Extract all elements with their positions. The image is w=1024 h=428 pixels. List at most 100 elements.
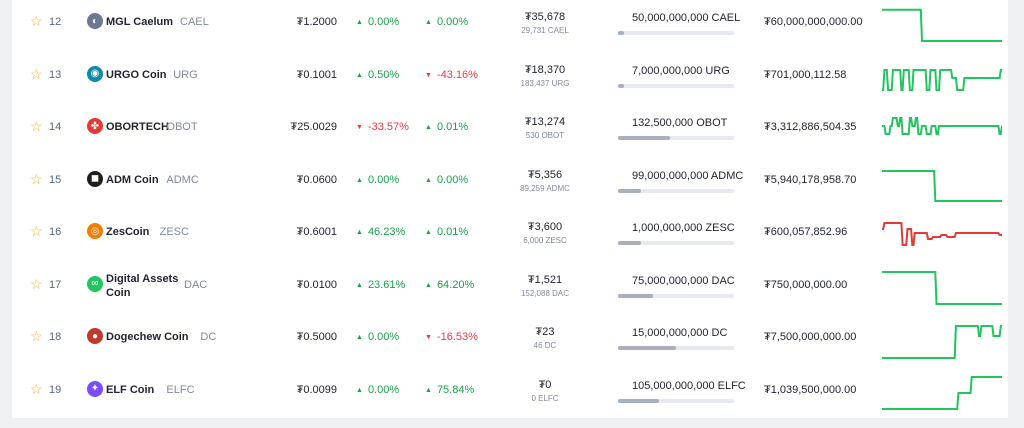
rank: 17 (49, 278, 62, 291)
arrow-up-icon: ▲ (356, 176, 363, 184)
table-row[interactable]: ☆ 13 ◉ URGO Coin URG ₮0.1001 ▲ 0.50% ▼ -43… (12, 52, 1008, 104)
elf-coin-logo-icon: ✦ (87, 380, 103, 397)
supply-bar (618, 293, 734, 298)
volume: ₮13,274 (524, 116, 566, 128)
arrow-up-icon: ▲ (356, 71, 363, 79)
coin-symbol: URG (173, 68, 198, 81)
supply-bar-fill (618, 136, 671, 140)
change-value: 64.20% (436, 278, 475, 291)
volume-sub: 0 ELFC (531, 393, 559, 403)
supply-bar (618, 346, 734, 350)
coin-price: ₮0.0600 (296, 173, 337, 186)
arrow-up-icon: ▲ (425, 124, 432, 131)
market-cap: ₮750,000,000.00 (764, 278, 848, 291)
star-icon[interactable]: ☆ (30, 223, 43, 239)
supply-bar-fill (618, 398, 659, 403)
change-2: ▲ 0.01% (425, 121, 468, 133)
arrow-up-icon: ▲ (356, 281, 363, 289)
circulating-supply: 50,000,000,000 CAEL (632, 12, 741, 24)
table-row[interactable]: ☆ 16 ◎ ZesCoin ZESC ₮0.6001 ▲ 46.23% ▲ 0.0… (12, 209, 1008, 261)
change-value: 0.00% (436, 173, 469, 186)
volume-sub: 530 OBOT (525, 131, 565, 140)
sparkline-line (882, 375, 1002, 410)
coin-name[interactable]: MGL Caelum (106, 16, 174, 28)
coin-name[interactable]: URGO Coin (106, 68, 167, 81)
coin-price: ₮1.2000 (296, 16, 337, 28)
coin-name[interactable]: Digital Assets Coin (106, 272, 179, 299)
volume-sub: 89,259 ADMC (520, 183, 570, 193)
obortech-logo-icon: ✤ (87, 118, 103, 134)
change-1: ▲ 0.50% (356, 69, 399, 81)
coin-name[interactable]: Dogechew Coin (106, 331, 189, 343)
sparkline-chart (882, 270, 1002, 305)
table-row[interactable]: ☆ 15 ◼ ADM Coin ADMC ₮0.0600 ▲ 0.00% ▲ 0.0… (12, 157, 1008, 209)
arrow-up-icon: ▲ (356, 229, 363, 236)
supply-bar-fill (618, 346, 676, 350)
sparkline-chart (882, 68, 1002, 91)
change-value: 0.00% (367, 173, 400, 186)
volume: ₮5,356 (527, 168, 563, 181)
arrow-up-icon: ▲ (425, 19, 432, 26)
coin-symbol: ZESC (159, 226, 189, 238)
coin-name[interactable]: OBORTECH (106, 121, 169, 133)
change-1: ▲ 0.00% (356, 174, 399, 186)
market-cap: ₮7,500,000,000.00 (764, 331, 857, 343)
volume: ₮18,370 (524, 63, 566, 76)
coin-symbol: DC (200, 331, 217, 343)
volume: ₮35,678 (524, 11, 566, 23)
table-row[interactable]: ☆ 12 ◐ MGL Caelum CAEL ₮1.2000 ▲ 0.00% ▲ 0… (12, 0, 1008, 51)
table-row[interactable]: ☆ 19 ✦ ELF Coin ELFC ₮0.0099 ▲ 0.00% ▲ 75.… (12, 367, 1008, 419)
star-icon[interactable]: ☆ (30, 328, 43, 344)
rank: 16 (49, 226, 62, 238)
digital-assets-coin-logo-icon: ∞ (87, 275, 103, 292)
supply-bar (618, 136, 734, 140)
coin-name[interactable]: ZesCoin (106, 226, 150, 238)
circulating-supply: 132,500,000 OBOT (632, 117, 728, 129)
volume-sub: 183,437 URG (520, 78, 570, 88)
mgl-caelum-logo-icon: ◐ (87, 13, 103, 29)
change-value: 0.01% (436, 121, 469, 133)
change-1: ▲ 23.61% (356, 279, 405, 291)
change-2: ▲ 0.00% (425, 174, 468, 186)
coin-name[interactable]: ELF Coin (106, 383, 155, 396)
change-value: 0.00% (367, 383, 400, 396)
change-value: -16.53% (436, 331, 478, 343)
sparkline-chart (882, 325, 1002, 359)
market-cap: ₮701,000,112.58 (764, 68, 847, 81)
market-cap: ₮1,039,500,000.00 (764, 383, 857, 396)
volume: ₮1,521 (527, 273, 563, 286)
star-icon[interactable]: ☆ (30, 275, 43, 292)
star-icon[interactable]: ☆ (30, 118, 43, 134)
sparkline-line (882, 169, 1002, 202)
change-1: ▲ 0.00% (356, 331, 399, 343)
coin-name[interactable]: ADM Coin (106, 173, 159, 186)
rank: 18 (49, 331, 62, 343)
change-value: 23.61% (367, 278, 406, 291)
coin-price: ₮0.6001 (296, 226, 337, 238)
table-row[interactable]: ☆ 17 ∞ Digital Assets Coin DAC ₮0.0100 ▲… (12, 262, 1008, 314)
star-icon[interactable]: ☆ (30, 65, 43, 82)
star-icon[interactable]: ☆ (30, 13, 43, 29)
table-row[interactable]: ☆ 14 ✤ OBORTECH OBOT ₮25.0029 ▼ -33.57% ▲… (12, 104, 1008, 156)
rank: 14 (49, 121, 62, 133)
coin-symbol: ADMC (166, 173, 199, 186)
supply-bar-fill (618, 31, 624, 35)
coin-price: ₮0.5000 (296, 331, 337, 343)
supply-bar (618, 188, 734, 193)
dogechew-coin-logo-icon: ● (87, 328, 103, 344)
table-row[interactable]: ☆ 18 ● Dogechew Coin DC ₮0.5000 ▲ 0.00% ▼… (12, 314, 1008, 366)
change-2: ▼ -43.16% (425, 69, 478, 81)
sparkline-chart (882, 222, 1002, 246)
star-icon[interactable]: ☆ (30, 380, 43, 397)
rank: 12 (49, 16, 62, 28)
arrow-up-icon: ▲ (356, 19, 363, 26)
arrow-down-icon: ▼ (425, 334, 432, 341)
circulating-supply: 99,000,000,000 ADMC (632, 169, 744, 182)
coin-symbol: ELFC (166, 383, 195, 396)
change-1: ▲ 46.23% (356, 226, 405, 238)
circulating-supply: 75,000,000,000 DAC (632, 274, 735, 287)
arrow-up-icon: ▲ (425, 281, 432, 289)
zescoin-logo-icon: ◎ (87, 223, 103, 239)
star-icon[interactable]: ☆ (30, 170, 43, 187)
change-2: ▲ 75.84% (425, 384, 474, 396)
